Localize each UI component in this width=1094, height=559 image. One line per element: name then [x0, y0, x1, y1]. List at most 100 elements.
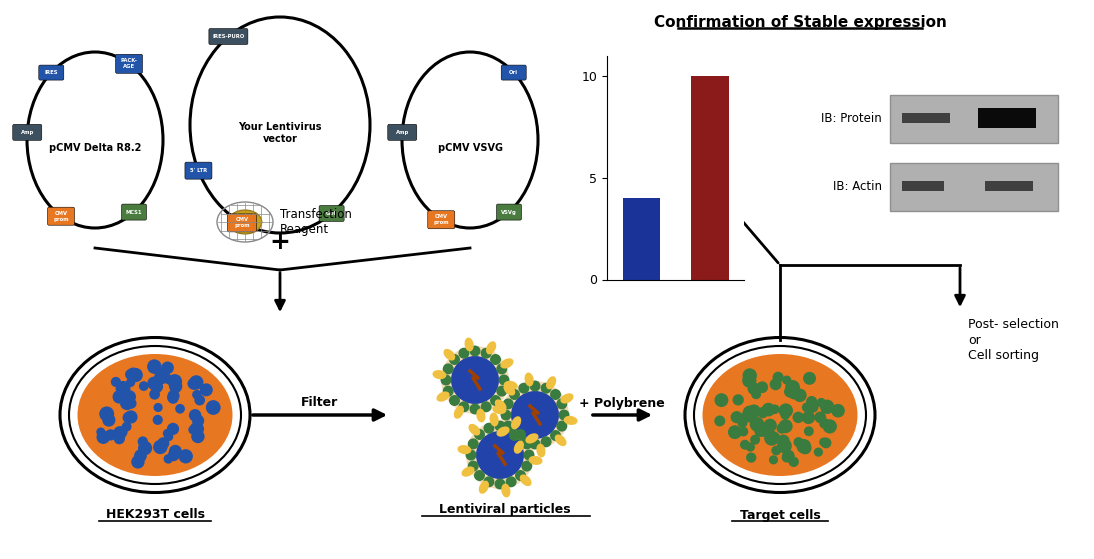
- Circle shape: [451, 356, 499, 404]
- Circle shape: [191, 430, 205, 443]
- Circle shape: [503, 420, 514, 432]
- FancyBboxPatch shape: [891, 163, 1058, 211]
- Ellipse shape: [555, 434, 567, 446]
- Ellipse shape: [497, 427, 510, 437]
- Circle shape: [819, 418, 830, 429]
- Circle shape: [802, 411, 815, 424]
- Circle shape: [167, 449, 179, 461]
- Circle shape: [820, 400, 835, 414]
- Circle shape: [820, 438, 831, 448]
- Circle shape: [148, 377, 161, 390]
- Circle shape: [490, 395, 501, 406]
- Circle shape: [158, 437, 170, 449]
- Ellipse shape: [520, 475, 532, 486]
- Bar: [622, 198, 660, 280]
- Ellipse shape: [465, 338, 474, 352]
- Circle shape: [105, 429, 116, 440]
- Circle shape: [149, 389, 160, 400]
- Circle shape: [802, 402, 812, 413]
- Circle shape: [779, 419, 793, 433]
- Circle shape: [187, 379, 197, 388]
- Text: IRES-PURO: IRES-PURO: [212, 34, 244, 39]
- Circle shape: [120, 395, 132, 407]
- Circle shape: [784, 386, 795, 397]
- FancyBboxPatch shape: [209, 29, 248, 45]
- Circle shape: [823, 419, 837, 434]
- Circle shape: [556, 420, 568, 432]
- Text: CMV
prom: CMV prom: [54, 211, 69, 221]
- Circle shape: [480, 401, 491, 413]
- Circle shape: [206, 400, 221, 415]
- Circle shape: [511, 391, 559, 439]
- FancyBboxPatch shape: [497, 204, 522, 220]
- Circle shape: [200, 383, 213, 396]
- Text: IB: Actin: IB: Actin: [833, 181, 882, 193]
- Circle shape: [178, 449, 193, 463]
- Circle shape: [468, 461, 479, 472]
- Circle shape: [755, 426, 766, 437]
- Text: Confirmation of Stable expression: Confirmation of Stable expression: [653, 15, 946, 30]
- Circle shape: [468, 438, 479, 449]
- Circle shape: [188, 425, 198, 434]
- Ellipse shape: [546, 376, 556, 390]
- Circle shape: [114, 433, 125, 444]
- Circle shape: [163, 375, 173, 384]
- Circle shape: [796, 439, 811, 453]
- Circle shape: [121, 421, 131, 432]
- FancyBboxPatch shape: [47, 207, 74, 225]
- Ellipse shape: [563, 416, 578, 425]
- Ellipse shape: [702, 354, 858, 476]
- Text: CMV
prom: CMV prom: [234, 217, 249, 228]
- Ellipse shape: [437, 391, 450, 402]
- Circle shape: [816, 398, 826, 408]
- Circle shape: [519, 383, 529, 394]
- Ellipse shape: [441, 346, 509, 414]
- Circle shape: [484, 476, 494, 487]
- Ellipse shape: [560, 394, 573, 404]
- Circle shape: [193, 415, 205, 427]
- Circle shape: [490, 354, 501, 365]
- Circle shape: [782, 376, 791, 385]
- Circle shape: [443, 386, 454, 396]
- Circle shape: [129, 368, 143, 382]
- Circle shape: [167, 393, 176, 402]
- Circle shape: [126, 398, 137, 409]
- FancyBboxPatch shape: [116, 54, 142, 73]
- Circle shape: [789, 457, 799, 467]
- FancyBboxPatch shape: [121, 204, 147, 220]
- Circle shape: [189, 375, 203, 390]
- Text: VSVg: VSVg: [501, 210, 516, 215]
- Circle shape: [777, 434, 790, 448]
- Circle shape: [831, 404, 845, 418]
- Circle shape: [494, 479, 505, 490]
- Circle shape: [188, 378, 200, 390]
- Circle shape: [100, 406, 114, 421]
- Circle shape: [484, 423, 494, 434]
- FancyBboxPatch shape: [319, 206, 345, 221]
- Text: IRES: IRES: [45, 70, 58, 75]
- Circle shape: [524, 449, 535, 461]
- Circle shape: [550, 389, 561, 400]
- Ellipse shape: [694, 346, 866, 484]
- Circle shape: [494, 420, 505, 432]
- Circle shape: [113, 426, 127, 440]
- Circle shape: [167, 374, 182, 389]
- Ellipse shape: [476, 409, 486, 423]
- Circle shape: [770, 405, 780, 414]
- Circle shape: [765, 431, 779, 445]
- Ellipse shape: [462, 466, 475, 477]
- Circle shape: [96, 430, 110, 444]
- Ellipse shape: [60, 338, 251, 492]
- Circle shape: [733, 394, 744, 405]
- Circle shape: [529, 381, 540, 391]
- Circle shape: [195, 395, 205, 405]
- Ellipse shape: [486, 341, 497, 354]
- Circle shape: [480, 348, 491, 359]
- Text: MCS1: MCS1: [126, 210, 142, 215]
- Circle shape: [458, 401, 469, 413]
- Text: + Polybrene: + Polybrene: [579, 396, 665, 410]
- Circle shape: [743, 368, 757, 383]
- Circle shape: [819, 438, 828, 447]
- Circle shape: [138, 441, 152, 455]
- Circle shape: [519, 436, 529, 447]
